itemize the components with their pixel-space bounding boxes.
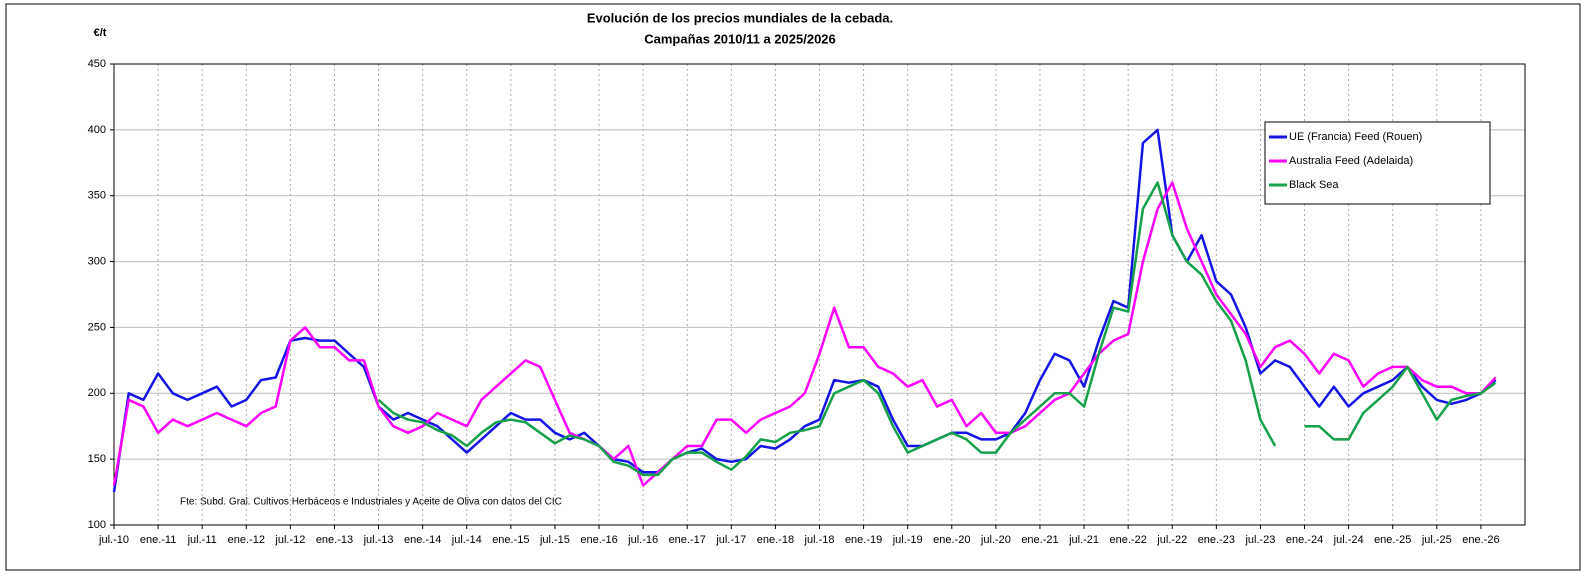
x-tick-label: ene.-19 xyxy=(845,534,882,546)
x-tick-label: ene.-13 xyxy=(316,534,353,546)
legend-box xyxy=(1264,121,1491,205)
y-tick-label: 400 xyxy=(88,124,106,136)
x-tick-label: jul.-16 xyxy=(627,534,658,546)
y-tick-label: 250 xyxy=(88,321,106,333)
x-tick-label: jul.-17 xyxy=(715,534,746,546)
x-tick-label: ene.-11 xyxy=(140,534,177,546)
x-tick-label: jul.-24 xyxy=(1333,534,1364,546)
x-tick-label: jul.-12 xyxy=(274,534,305,546)
x-tick-label: jul.-14 xyxy=(451,534,482,546)
x-tick-label: ene.-24 xyxy=(1286,534,1323,546)
x-tick-label: jul.-23 xyxy=(1244,534,1275,546)
chart-subtitle: Campañas 2010/11 a 2025/2026 xyxy=(644,31,836,46)
x-tick-label: ene.-15 xyxy=(492,534,529,546)
x-tick-label: ene.-26 xyxy=(1462,534,1499,546)
legend-label: UE (Francia) Feed (Rouen) xyxy=(1289,131,1422,143)
legend-label: Black Sea xyxy=(1289,179,1339,191)
x-tick-label: ene.-18 xyxy=(757,534,794,546)
x-tick-label: jul.-18 xyxy=(804,534,835,546)
x-tick-label: ene.-14 xyxy=(404,534,441,546)
x-tick-label: ene.-12 xyxy=(228,534,265,546)
series-line xyxy=(112,128,1497,493)
chart-title: Evolución de los precios mundiales de la… xyxy=(587,10,893,25)
x-tick-label: ene.-23 xyxy=(1198,534,1235,546)
x-tick-label: jul.-25 xyxy=(1421,534,1452,546)
y-tick-label: 450 xyxy=(88,58,106,70)
chart-border xyxy=(5,3,1581,571)
y-tick-label: 100 xyxy=(88,519,106,531)
x-tick-label: ene.-25 xyxy=(1374,534,1411,546)
x-tick-label: jul.-19 xyxy=(892,534,923,546)
y-tick-label: 300 xyxy=(88,255,106,267)
x-tick-label: jul.-15 xyxy=(539,534,570,546)
x-tick-label: jul.-10 xyxy=(98,534,129,546)
x-tick-label: ene.-20 xyxy=(933,534,970,546)
x-tick-label: jul.-21 xyxy=(1068,534,1099,546)
x-tick-label: jul.-11 xyxy=(187,534,217,546)
x-tick-label: ene.-16 xyxy=(580,534,617,546)
x-tick-label: ene.-21 xyxy=(1021,534,1058,546)
plot-area xyxy=(113,63,1526,526)
x-tick-label: jul.-13 xyxy=(363,534,394,546)
x-tick-label: ene.-22 xyxy=(1110,534,1147,546)
y-tick-label: 200 xyxy=(88,387,106,399)
y-tick-label: 350 xyxy=(88,190,106,202)
y-axis-label: €/t xyxy=(94,27,107,39)
series-line xyxy=(112,181,1497,487)
source-note: Fte: Subd. Gral. Cultivos Herbáceos e In… xyxy=(180,497,562,508)
x-tick-label: jul.-20 xyxy=(980,534,1011,546)
legend-label: Australia Feed (Adelaida) xyxy=(1289,155,1413,167)
x-tick-label: jul.-22 xyxy=(1156,534,1187,546)
x-tick-label: ene.-17 xyxy=(669,534,706,546)
y-tick-label: 150 xyxy=(88,453,106,465)
series-line xyxy=(377,181,1497,477)
